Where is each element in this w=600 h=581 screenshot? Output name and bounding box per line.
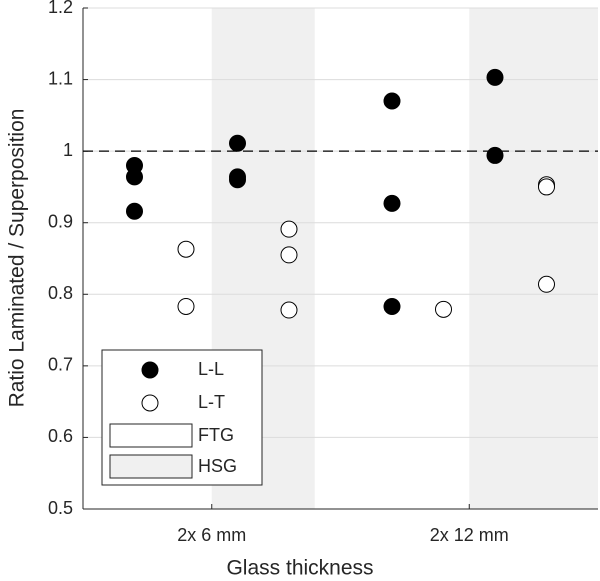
- data-point: [177, 240, 195, 258]
- y-tick-label: 1: [63, 140, 73, 160]
- data-point: [486, 146, 504, 164]
- data-point: [280, 301, 298, 319]
- legend-label: FTG: [198, 425, 234, 445]
- legend-marker: [141, 394, 159, 412]
- y-tick-label: 1.1: [48, 68, 73, 88]
- legend-label: L-L: [198, 359, 224, 379]
- data-point: [486, 68, 504, 86]
- y-tick-label: 0.6: [48, 426, 73, 446]
- y-axis-label: Ratio Laminated / Superposition: [6, 109, 29, 408]
- data-point: [435, 300, 452, 318]
- x-tick-label: 2x 12 mm: [430, 525, 509, 545]
- legend-label: L-T: [198, 392, 225, 412]
- data-point: [538, 178, 555, 196]
- data-point: [383, 194, 401, 212]
- data-point: [229, 134, 246, 152]
- x-tick-label: 2x 6 mm: [177, 525, 246, 545]
- y-tick-label: 0.5: [48, 498, 73, 518]
- data-point: [126, 168, 143, 186]
- data-point: [383, 92, 401, 110]
- legend-patch: [109, 454, 193, 479]
- data-point: [229, 171, 246, 189]
- data-point: [126, 202, 143, 220]
- region-band: [469, 8, 598, 509]
- x-axis-label: Glass thickness: [226, 557, 373, 580]
- legend-marker: [141, 361, 159, 379]
- data-point: [280, 246, 298, 264]
- y-tick-label: 1.2: [48, 0, 73, 17]
- data-point: [383, 297, 401, 315]
- data-point: [177, 297, 195, 315]
- region-band: [314, 8, 470, 509]
- y-tick-label: 0.8: [48, 283, 73, 303]
- y-tick-label: 0.7: [48, 355, 73, 375]
- legend-patch: [109, 423, 193, 448]
- data-point: [280, 220, 298, 238]
- data-point: [538, 275, 555, 293]
- legend-label: HSG: [198, 456, 237, 476]
- legend: L-L L-T FTG HSG: [101, 349, 263, 486]
- y-tick-label: 0.9: [48, 211, 73, 231]
